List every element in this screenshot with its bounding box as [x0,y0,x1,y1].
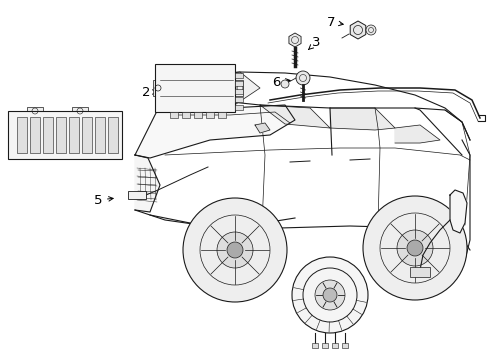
Bar [43,117,53,153]
Bar [30,117,40,153]
Circle shape [183,198,287,302]
FancyBboxPatch shape [8,111,122,159]
Bar [312,343,318,348]
Bar [170,112,178,118]
Circle shape [323,288,337,302]
Circle shape [407,240,423,256]
Bar [108,117,118,153]
Bar [72,107,88,115]
Bar [56,117,66,153]
Bar [235,97,243,102]
Polygon shape [395,125,440,143]
Bar [153,80,163,96]
Bar [218,112,226,118]
Polygon shape [260,105,330,128]
Text: 2: 2 [142,85,157,99]
Bar [182,112,190,118]
Bar [322,343,328,348]
Bar [235,81,243,86]
Bar [82,117,92,153]
Bar [95,117,105,153]
Circle shape [363,196,467,300]
Circle shape [281,80,289,88]
Circle shape [366,25,376,35]
Polygon shape [135,155,160,212]
Polygon shape [255,123,270,133]
Circle shape [227,242,243,258]
Bar [342,343,348,348]
Text: 7: 7 [326,15,343,28]
Bar [235,105,243,110]
Bar [235,89,243,94]
Circle shape [397,230,433,266]
Text: 4: 4 [14,113,27,126]
Text: 5: 5 [94,194,113,207]
Bar [235,73,243,78]
Bar [69,117,79,153]
Text: 3: 3 [309,36,320,49]
Bar [128,191,146,199]
Text: 6: 6 [271,76,290,89]
Bar [233,80,243,96]
Text: 8: 8 [421,211,441,225]
Text: 1: 1 [296,291,317,305]
Circle shape [292,257,368,333]
Bar [332,343,338,348]
Bar [17,117,27,153]
Circle shape [315,280,345,310]
Bar [410,267,430,277]
Circle shape [217,232,253,268]
Polygon shape [450,190,467,233]
Polygon shape [330,108,395,130]
FancyBboxPatch shape [155,64,235,112]
Bar [194,112,202,118]
Bar [27,107,43,115]
Polygon shape [135,95,295,158]
Circle shape [296,71,310,85]
Polygon shape [165,72,260,110]
Bar [206,112,214,118]
